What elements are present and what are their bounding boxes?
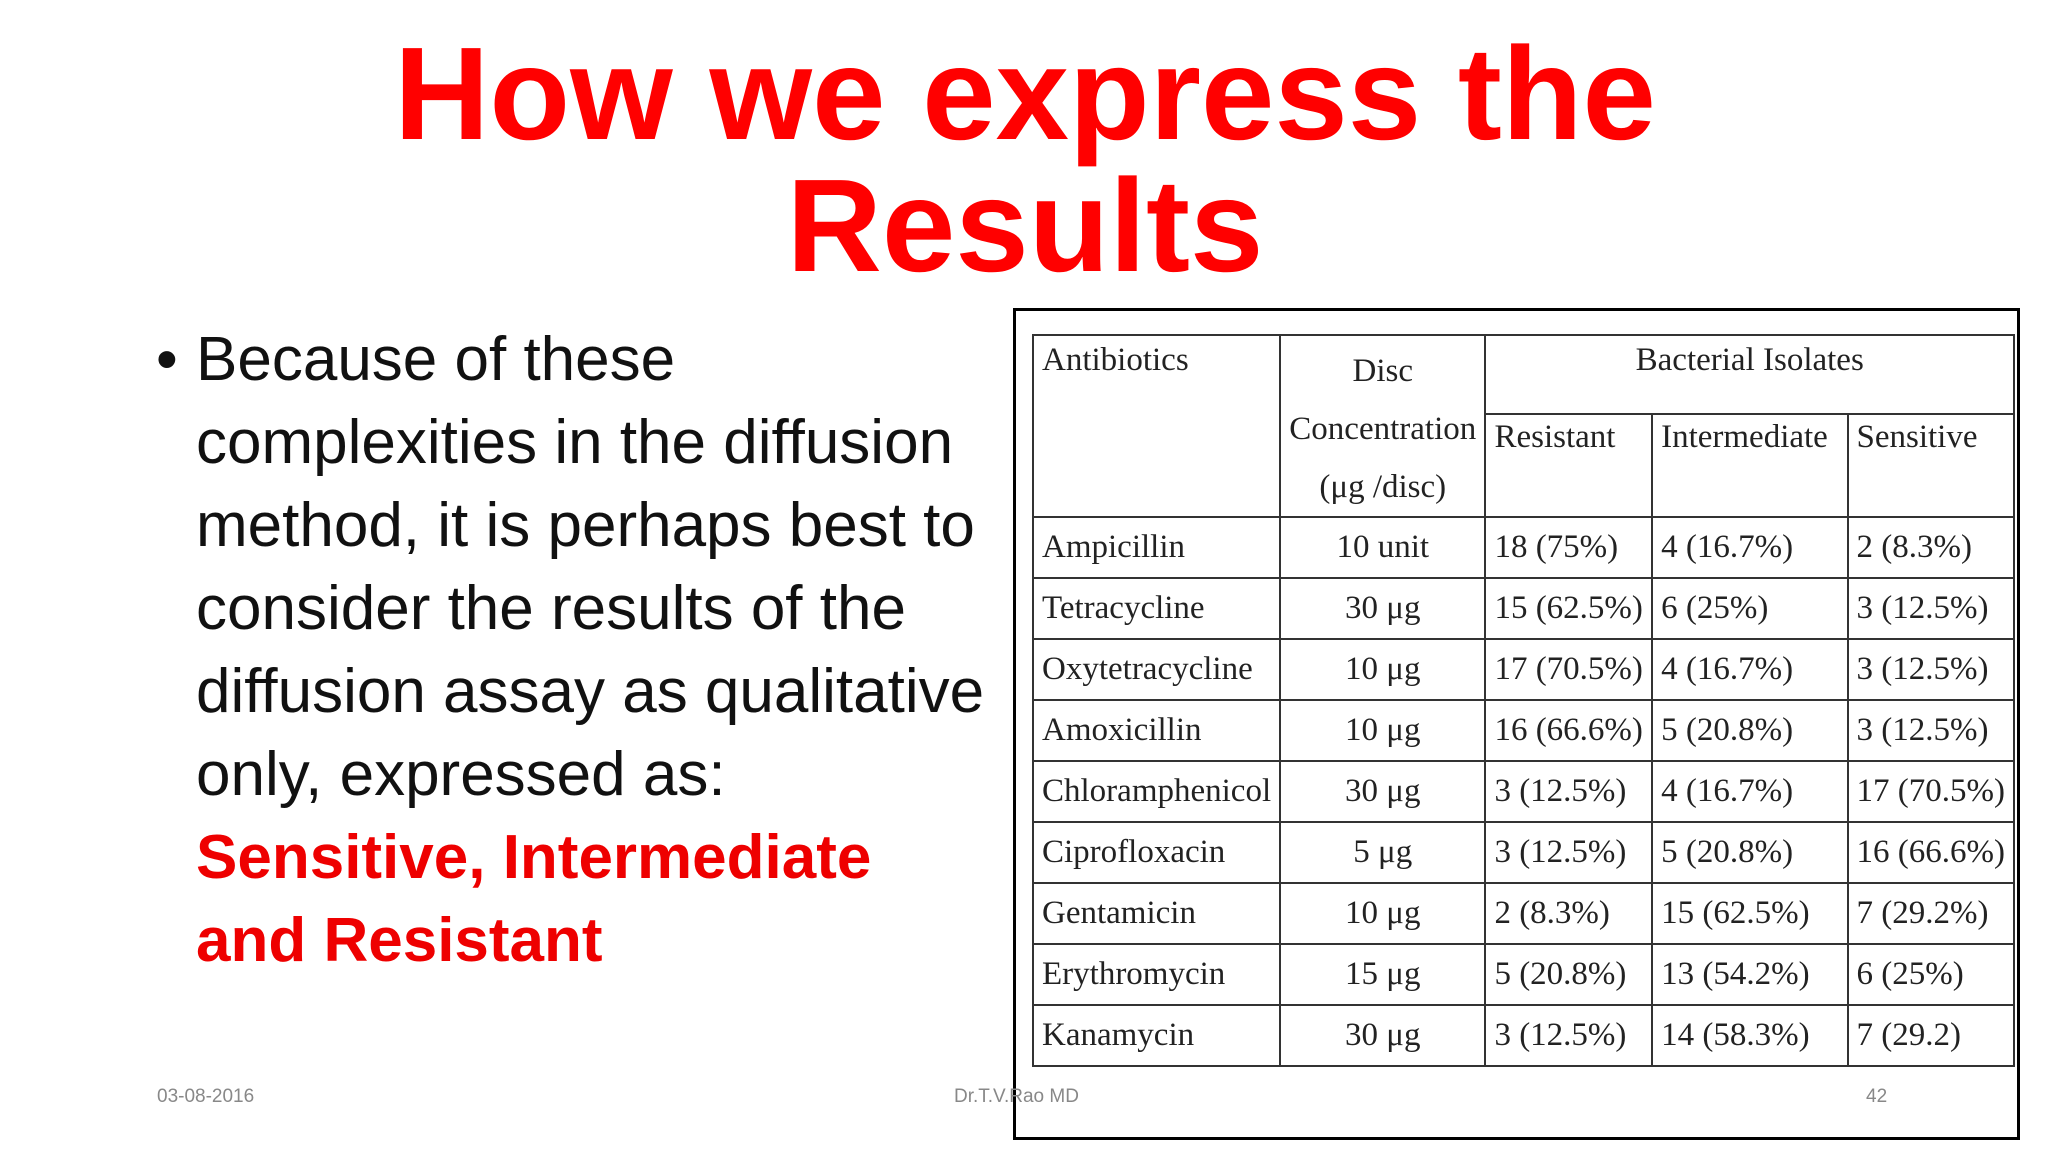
table-cell: Chloramphenicol: [1031, 760, 1282, 823]
table-cell: Ampicillin: [1031, 516, 1282, 579]
table-cell: 5 (20.8%): [1484, 943, 1654, 1006]
table-cell: 15 (62.5%): [1651, 882, 1849, 945]
footer-author: Dr.T.V.Rao MD: [954, 1086, 1079, 1107]
header-cell: Bacterial Isolates: [1484, 333, 2015, 416]
header-row: Antibiotics Disc Concentration (μg /disc…: [1031, 333, 2015, 518]
table-cell: 7 (29.2%): [1846, 882, 2015, 945]
table-cell: 2 (8.3%): [1484, 882, 1654, 945]
table-row: Chloramphenicol 30 μg 3 (12.5%) 4 (16.7%) 17…: [1031, 760, 2015, 823]
table-cell: 18 (75%): [1484, 516, 1654, 579]
slide-title: How we express the Results: [394, 20, 1656, 299]
table-cell: 3 (12.5%): [1846, 699, 2015, 762]
bullet-point: Because of these complexities in the dif…: [156, 318, 986, 982]
table-cell: 3 (12.5%): [1484, 1004, 1654, 1067]
footer-page: 42: [1866, 1086, 1888, 1107]
header-cell: Disc Concentration (μg /disc): [1279, 334, 1487, 518]
table-cell: 4 (16.7%): [1651, 760, 1849, 823]
table-cell: 17 (70.5%): [1846, 760, 2015, 823]
table-cell: Ciprofloxacin: [1031, 821, 1282, 884]
table-cell: 5 μg: [1279, 821, 1487, 884]
table-cell: 15 μg: [1279, 943, 1487, 1006]
table-cell: Gentamicin: [1031, 882, 1282, 945]
table-cell: Tetracycline: [1031, 577, 1282, 640]
table-cell: 10 μg: [1279, 882, 1487, 945]
table-cell: 2 (8.3%): [1846, 516, 2015, 579]
subheader-cell: Resistant: [1484, 413, 1654, 518]
table-cell: 13 (54.2%): [1651, 943, 1849, 1006]
subheader-cell: Sensitive: [1846, 413, 2015, 518]
table-cell: Oxytetracycline: [1031, 638, 1282, 701]
table-row: Gentamicin 10 μg 2 (8.3%) 15 (62.5%) 7 (29.2…: [1031, 882, 2015, 945]
table-cell: 4 (16.7%): [1651, 638, 1849, 701]
table-cell: 6 (25%): [1846, 943, 2015, 1006]
table-cell: 5 (20.8%): [1651, 821, 1849, 884]
table-body: Antibiotics Disc Concentration (μg /disc…: [1031, 333, 2015, 1067]
table-cell: 3 (12.5%): [1846, 577, 2015, 640]
table-cell: Amoxicillin: [1031, 699, 1282, 762]
bullet-text: Because of these complexities in the dif…: [196, 325, 985, 809]
bullet-highlight: Sensitive, Intermediate and Resistant: [196, 823, 872, 975]
table-cell: 10 μg: [1279, 638, 1487, 701]
table-row: Kanamycin 30 μg 3 (12.5%) 14 (58.3%) 7 (29.2…: [1031, 1004, 2015, 1067]
table-cell: 17 (70.5%): [1484, 638, 1654, 701]
table-cell: 30 μg: [1279, 577, 1487, 640]
table-cell: 7 (29.2): [1846, 1004, 2015, 1067]
table-cell: 3 (12.5%): [1484, 821, 1654, 884]
table-cell: 3 (12.5%): [1484, 760, 1654, 823]
table-row: Erythromycin 15 μg 5 (20.8%) 13 (54.2%) 6 (2…: [1031, 943, 2015, 1006]
subheader-cell: Intermediate: [1651, 413, 1849, 518]
table-cell: 4 (16.7%): [1651, 516, 1849, 579]
subheader-row: Resistant Intermediate Sensitive: [1033, 413, 2015, 518]
table-cell: 3 (12.5%): [1846, 638, 2015, 701]
table-row: Oxytetracycline 10 μg 17 (70.5%) 4 (16.7%) 3…: [1031, 638, 2015, 701]
table-row: Ciprofloxacin 5 μg 3 (12.5%) 5 (20.8%) 16 (6…: [1031, 821, 2015, 884]
table-cell: 15 (62.5%): [1484, 577, 1654, 640]
table-cell: Erythromycin: [1031, 943, 1282, 1006]
table-cell: 30 μg: [1279, 1004, 1487, 1067]
table-frame: [1013, 308, 2020, 1140]
table-row: Tetracycline 30 μg 15 (62.5%) 6 (25%) 3 (12.…: [1031, 577, 2015, 640]
table-cell: 16 (66.6%): [1484, 699, 1654, 762]
table-cell: 10 μg: [1279, 699, 1487, 762]
table-cell: 30 μg: [1279, 760, 1487, 823]
header-cell: Antibiotics: [1031, 334, 1282, 518]
table-cell: Kanamycin: [1031, 1004, 1282, 1067]
table-cell: 6 (25%): [1651, 577, 1849, 640]
table-cell: 10 unit: [1279, 516, 1487, 579]
table-row: Amoxicillin 10 μg 16 (66.6%) 5 (20.8%) 3 (12…: [1031, 699, 2015, 762]
table-cell: 14 (58.3%): [1651, 1004, 1849, 1067]
table-cell: 16 (66.6%): [1846, 821, 2015, 884]
table-row: Ampicillin 10 unit 18 (75%) 4 (16.7%) 2 (8.3…: [1031, 516, 2015, 579]
table-cell: 5 (20.8%): [1651, 699, 1849, 762]
results-table: Antibiotics Disc Concentration (μg /disc…: [1031, 333, 2015, 1067]
footer-date: 03-08-2016: [157, 1086, 255, 1107]
